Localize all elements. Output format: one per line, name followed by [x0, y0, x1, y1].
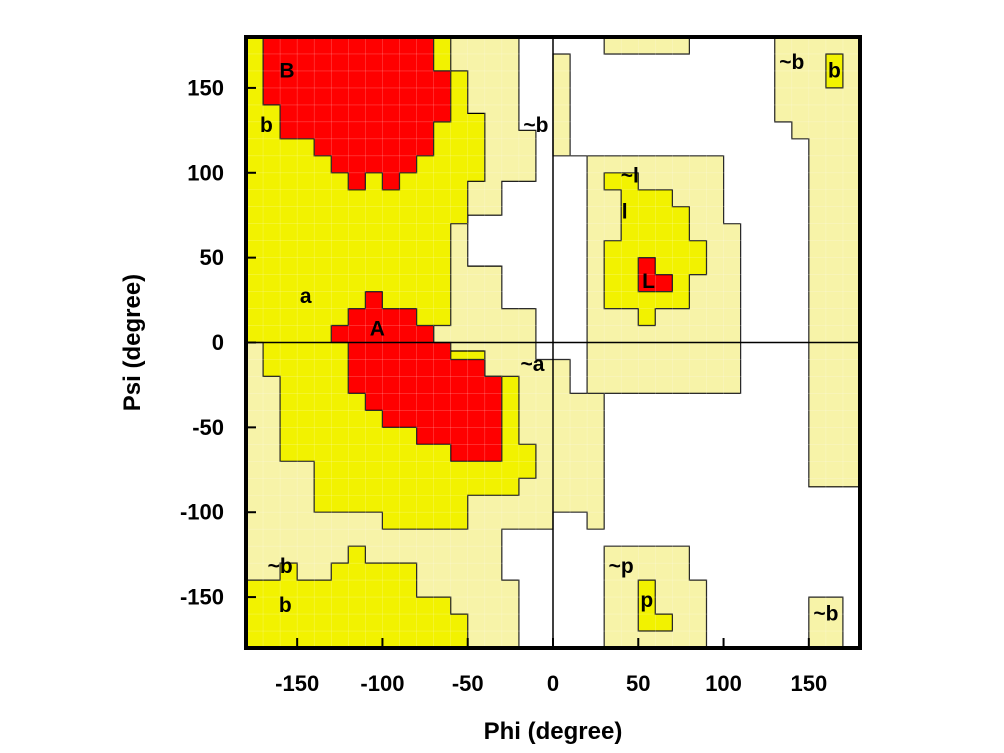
y-axis-label: Psi (degree): [119, 274, 146, 411]
region-label-11: ~b: [268, 555, 293, 578]
region-label-15: ~b: [813, 603, 838, 626]
y-tick-label: 150: [187, 75, 224, 100]
reference-lines: [246, 37, 860, 648]
x-axis-ticks: -150 -100 -50 0 50 100 150: [275, 638, 827, 696]
region-label-9: A: [370, 317, 385, 340]
region-label-2: ~b: [523, 114, 548, 137]
region-core-1: [330, 291, 503, 462]
x-tick-label: -150: [275, 671, 319, 696]
region-label-12: b: [279, 594, 292, 617]
region-label-10: ~a: [521, 353, 545, 376]
region-generous-2: [603, 36, 691, 55]
region-label-4: b: [828, 59, 841, 82]
region-label-13: ~p: [609, 555, 634, 578]
x-tick-label: 100: [705, 671, 742, 696]
y-axis-ticks: -150 -100 -50 0 50 100 150: [180, 75, 256, 610]
region-allowed-4: [637, 579, 674, 632]
y-tick-label: 0: [212, 330, 224, 355]
region-core-2: [637, 257, 674, 293]
x-tick-label: 50: [626, 671, 650, 696]
region-allowed-3: [825, 53, 844, 89]
region-label-6: l: [622, 200, 628, 223]
region-allowed-1: [245, 545, 469, 649]
y-tick-label: -150: [180, 585, 224, 610]
region-core-0: [262, 36, 452, 191]
x-tick-label: -50: [452, 671, 484, 696]
y-tick-label: -100: [180, 500, 224, 525]
region-label-7: L: [642, 270, 655, 293]
x-tick-label: 150: [790, 671, 827, 696]
y-tick-label: 100: [187, 160, 224, 185]
region-labels: Bb ~b ~b b ~l l La A ~a ~b b ~p p ~b: [260, 51, 841, 626]
region-label-1: b: [260, 114, 273, 137]
region-label-14: p: [640, 589, 653, 612]
region-generous-3: [774, 36, 861, 488]
region-label-5: ~l: [621, 165, 639, 188]
region-label-0: B: [279, 59, 294, 82]
y-tick-label: 50: [200, 245, 224, 270]
y-tick-label: -50: [192, 415, 224, 440]
region-label-8: a: [300, 285, 312, 308]
x-tick-label: 0: [547, 671, 559, 696]
region-allowed-2: [603, 172, 708, 327]
region-label-3: ~b: [779, 51, 804, 74]
x-axis-label: Phi (degree): [484, 718, 623, 745]
x-tick-label: -100: [360, 671, 404, 696]
